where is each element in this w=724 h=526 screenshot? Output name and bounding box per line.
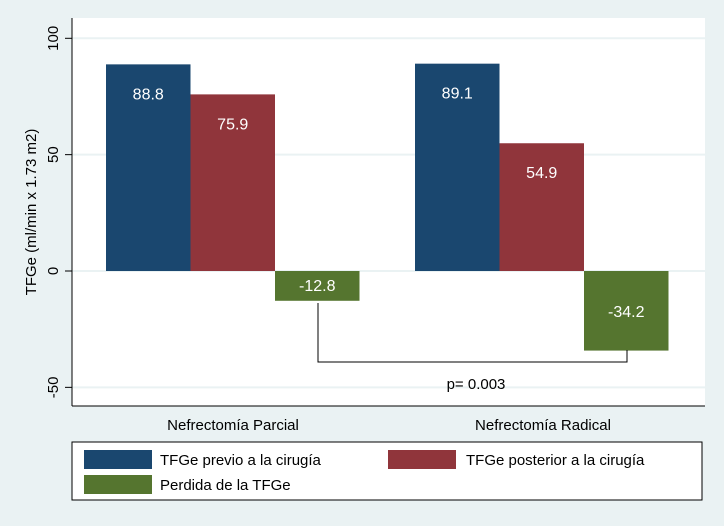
bar bbox=[415, 63, 500, 271]
y-tick-label: -50 bbox=[45, 377, 62, 399]
bar bbox=[275, 271, 360, 301]
p-value-annotation: p= 0.003 bbox=[447, 376, 506, 393]
data-label: 54.9 bbox=[526, 165, 557, 182]
bar bbox=[190, 94, 275, 271]
y-tick-label: 50 bbox=[45, 146, 62, 163]
data-label: 89.1 bbox=[442, 86, 473, 103]
bar bbox=[499, 143, 584, 271]
legend-label: Perdida de la TFGe bbox=[160, 477, 291, 494]
legend-label: TFGe posterior a la cirugía bbox=[466, 452, 645, 469]
legend-swatch bbox=[388, 450, 456, 469]
data-label: -34.2 bbox=[608, 304, 645, 321]
legend-swatch bbox=[84, 450, 152, 469]
data-label: 88.8 bbox=[133, 86, 164, 103]
data-label: 75.9 bbox=[217, 116, 248, 133]
y-tick-label: 100 bbox=[45, 26, 62, 51]
data-label: -12.8 bbox=[299, 278, 336, 295]
bar bbox=[106, 64, 191, 271]
y-tick-label: 0 bbox=[45, 267, 62, 275]
legend: TFGe previo a la cirugía TFGe posterior … bbox=[71, 441, 703, 501]
significance-bracket bbox=[317, 303, 628, 363]
legend-label: TFGe previo a la cirugía bbox=[160, 452, 322, 469]
bar bbox=[584, 271, 669, 351]
legend-swatch bbox=[84, 475, 152, 494]
x-tick-label: Nefrectomía Parcial bbox=[167, 417, 299, 434]
y-axis-label: TFGe (ml/min x 1.73 m2) bbox=[23, 129, 40, 296]
x-tick-label: Nefrectomía Radical bbox=[475, 417, 611, 434]
